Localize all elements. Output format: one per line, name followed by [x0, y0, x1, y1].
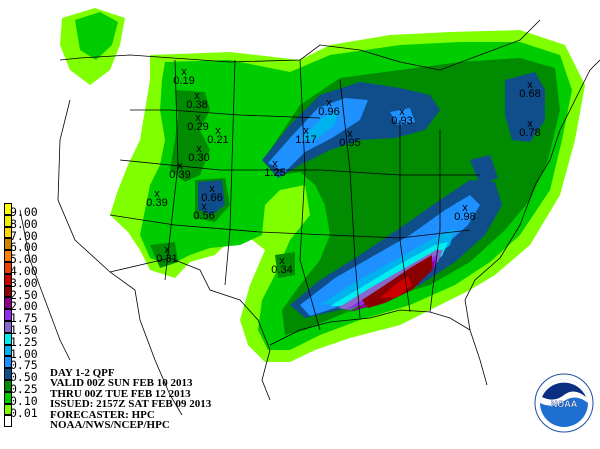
x-marker-icon: x — [154, 188, 160, 200]
legend-swatch — [4, 344, 12, 357]
point-max: x 0.38 — [186, 90, 208, 111]
contour-1-00 — [300, 110, 455, 305]
legend-swatch — [4, 356, 12, 369]
legend-label: 7.00 — [10, 228, 38, 243]
point-max: x 0.96 — [318, 97, 340, 118]
legend-label: 5.00 — [10, 252, 38, 267]
legend-label: 0.75 — [10, 358, 38, 373]
agency: NOAA/NWS/NCEP/HPC — [50, 419, 170, 432]
point-max: x 0.98 — [454, 202, 476, 223]
svg-text:NOAA: NOAA — [551, 399, 578, 409]
legend-swatch — [4, 415, 12, 428]
legend-label: 0.01 — [10, 405, 38, 420]
legend-swatch — [4, 309, 12, 321]
point-max: x 0.30 — [188, 143, 210, 164]
forecast-info: DAY 1-2 QPF VALID 00Z SUN FEB 10 2013 TH… — [50, 367, 212, 432]
x-marker-icon: x — [196, 143, 202, 155]
point-max: x 0.95 — [339, 128, 361, 149]
noaa-logo: NOAA — [534, 373, 594, 433]
point-max: x 1.25 — [264, 158, 286, 179]
x-marker-icon: x — [326, 97, 332, 109]
issued-time: ISSUED: 2157Z SAT FEB 09 2013 — [50, 398, 212, 411]
valid-end: THRU 00Z TUE FEB 12 2013 — [50, 387, 191, 400]
legend-swatch — [4, 320, 12, 333]
legend-swatch — [4, 238, 12, 251]
legend-label: 1.00 — [10, 346, 38, 361]
contour-2-50 — [362, 255, 432, 308]
legend-label: 1.75 — [10, 311, 38, 326]
legend-swatch — [4, 226, 12, 239]
x-marker-icon: x — [201, 201, 207, 213]
contour-3-00 — [380, 276, 412, 298]
legend-label: 2.00 — [10, 299, 38, 314]
x-marker-icon: x — [195, 112, 201, 124]
legend-swatch — [4, 332, 12, 345]
valid-start: VALID 00Z SUN FEB 10 2013 — [50, 377, 193, 390]
x-marker-icon: x — [181, 66, 187, 78]
legend-label: 4.00 — [10, 263, 38, 278]
point-max: x 0.68 — [519, 79, 541, 100]
x-marker-icon: x — [347, 128, 353, 140]
legend-swatch — [4, 261, 12, 274]
x-marker-icon: x — [272, 158, 278, 170]
x-marker-icon: x — [399, 106, 405, 118]
legend-swatch — [4, 368, 12, 380]
x-marker-icon: x — [209, 183, 215, 195]
product-title: DAY 1-2 QPF — [50, 367, 115, 379]
political-boundaries — [19, 19, 600, 416]
point-max: x 0.39 — [146, 188, 168, 209]
point-max: x 0.31 — [156, 244, 178, 265]
point-max: x 0.93 — [391, 106, 413, 127]
x-marker-icon: x — [527, 118, 533, 130]
x-marker-icon: x — [462, 202, 468, 214]
x-marker-icon: x — [177, 160, 183, 172]
x-marker-icon: x — [164, 244, 170, 256]
point-max: x 1.17 — [295, 125, 317, 146]
legend-swatch — [4, 273, 12, 286]
x-marker-icon: x — [303, 125, 309, 137]
legend-label: 0.25 — [10, 381, 38, 396]
legend-label: 0.10 — [10, 393, 38, 408]
legend-swatch — [4, 391, 12, 404]
legend-swatch — [4, 214, 12, 227]
x-marker-icon: x — [527, 79, 533, 91]
legend-label: 0.50 — [10, 370, 38, 385]
point-max: x 0.78 — [519, 118, 541, 139]
legend-label: 8.00 — [10, 216, 38, 231]
legend-label: 1.50 — [10, 322, 38, 337]
point-max: x 0.21 — [207, 125, 229, 146]
point-max: x 0.66 — [201, 183, 223, 204]
forecaster: FORECASTER: HPC — [50, 408, 155, 421]
point-max: x 0.29 — [187, 112, 209, 133]
legend-label: 6.00 — [10, 240, 38, 255]
legend-swatch — [4, 403, 12, 416]
contour-1-25 — [330, 242, 448, 306]
point-max: x 0.19 — [173, 66, 195, 87]
point-max: x 0.56 — [193, 201, 215, 222]
point-max: x 0.39 — [169, 160, 191, 181]
x-marker-icon: x — [194, 90, 200, 102]
point-max: x 0.34 — [271, 255, 293, 276]
legend-swatch — [4, 379, 12, 392]
legend-swatch — [4, 285, 12, 298]
legend-swatch — [4, 203, 12, 215]
x-marker-icon: x — [215, 125, 221, 137]
legend-label: 1.25 — [10, 334, 38, 349]
legend-label: 2.50 — [10, 287, 38, 302]
legend-swatch — [4, 297, 12, 310]
legend-label: 9.00 — [10, 205, 38, 219]
legend-label: 3.00 — [10, 275, 38, 290]
x-marker-icon: x — [279, 255, 285, 267]
legend-swatch — [4, 250, 12, 262]
